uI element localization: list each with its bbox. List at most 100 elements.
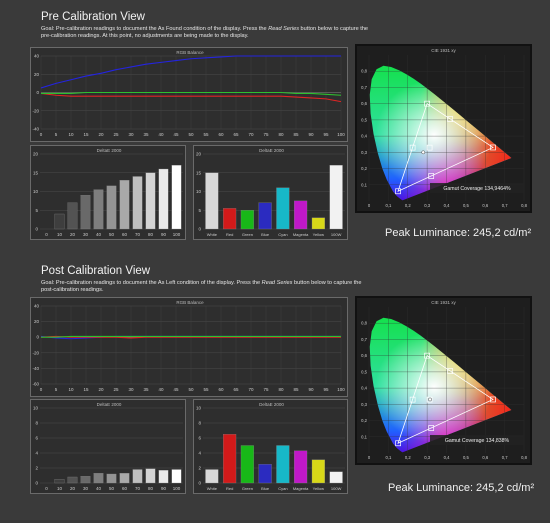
target-marker: [424, 352, 430, 359]
rgb-balance-chart: RGB Balance -60 -40 -20 0 20 40 0 5 10 15 20 25 30 35 4…: [30, 297, 348, 397]
x-tick-label: 35: [143, 132, 149, 137]
x-tick-label: 60: [122, 486, 128, 491]
x-tick-label: 90: [308, 132, 314, 137]
section-title: Post Calibration View: [41, 265, 151, 277]
x-tick-label: 30: [128, 387, 134, 392]
bar: [276, 187, 290, 230]
color-deltae-svg: DeltaE 2000 0 5 10 15 20 White Red Green Blue Cyan…: [196, 148, 345, 237]
y-tick-label: 0,1: [361, 182, 367, 187]
x-tick-label: 15: [83, 132, 89, 137]
y-tick-label: 4: [198, 451, 201, 456]
chart-title: DeltaE 2000: [97, 402, 122, 407]
gamut-label-background: [430, 435, 524, 445]
cie-svg: CIE 1931 xy 0 0,1 0,2 0,3 0,4 0,5 0,6 0,7 0,8 0,1 0…: [361, 300, 527, 460]
x-tick-label: 5: [55, 387, 58, 392]
goal-emphasis: Read Series: [261, 280, 293, 286]
x-tick-label: Yellow: [313, 486, 325, 491]
x-tick-label: 20: [70, 232, 76, 237]
target-marker: [409, 396, 416, 403]
y-tick-label: 0,7: [361, 85, 367, 90]
x-tick-label: Blue: [261, 232, 270, 237]
y-tick-label: 6: [198, 436, 201, 441]
y-tick-label: 0,2: [361, 166, 367, 171]
bar: [223, 208, 237, 230]
post-calibration-section: Post Calibration View Goal: Pre-calibrat…: [0, 262, 550, 523]
x-tick-label: White: [207, 486, 218, 491]
target-marker: [490, 144, 496, 151]
bar: [329, 165, 343, 230]
x-tick-label: 100W: [331, 486, 342, 491]
x-tick-label: 90: [308, 387, 314, 392]
y-tick-label: 0,2: [361, 418, 367, 423]
y-tick-label: 0,4: [361, 386, 367, 391]
chart-title: DeltaE 2000: [259, 148, 284, 153]
chart-title: CIE 1931 xy: [431, 300, 456, 305]
y-tick-label: 0: [36, 90, 39, 95]
bar: [329, 471, 343, 484]
x-tick-label: 65: [233, 132, 239, 137]
bar: [205, 172, 219, 230]
bar: [54, 479, 65, 484]
goal-text: button below to capture the post-calibra…: [41, 280, 362, 294]
y-tick-label: 0,5: [361, 369, 367, 374]
y-tick-label: 2: [35, 466, 38, 471]
bar: [67, 476, 78, 484]
target-marker: [447, 116, 454, 122]
goal-text: button below to capture the pre-calibrat…: [41, 26, 369, 40]
y-tick-label: 0,4: [361, 134, 367, 139]
bar: [258, 464, 272, 484]
section-goal: Goal: Pre-calibration readings to docume…: [41, 26, 371, 41]
series-line: [40, 55, 341, 89]
x-tick-label: 45: [173, 387, 179, 392]
y-tick-label: 5: [198, 208, 201, 213]
y-tick-label: 10: [196, 189, 202, 194]
rgb-balance-chart: RGB Balance -40 -20 0 20 40 0 5 10 15 20 25 30 35 40 45…: [30, 47, 348, 142]
y-tick-label: 0,8: [361, 321, 367, 326]
x-tick-label: 0,2: [405, 203, 411, 208]
y-tick-label: 8: [198, 421, 201, 426]
bar: [276, 445, 290, 484]
y-tick-label: 10: [33, 189, 39, 194]
x-tick-label: 0,8: [521, 455, 527, 460]
x-tick-label: 60: [218, 132, 224, 137]
x-tick-label: 0: [45, 486, 48, 491]
x-tick-label: 10: [68, 132, 74, 137]
x-tick-label: 30: [128, 132, 134, 137]
x-tick-label: Green: [242, 486, 253, 491]
bar: [54, 213, 65, 230]
x-tick-label: 20: [98, 132, 104, 137]
target-marker: [428, 425, 435, 431]
goal-text: Goal: Pre-calibration readings to docume…: [41, 280, 262, 286]
x-tick-label: 95: [323, 132, 329, 137]
x-tick-label: 0,6: [482, 203, 488, 208]
x-tick-label: 80: [278, 132, 284, 137]
series-line: [40, 335, 341, 339]
x-tick-label: 45: [173, 132, 179, 137]
x-tick-label: 0,7: [502, 203, 508, 208]
y-tick-label: 0: [36, 335, 39, 340]
target-marker: [490, 396, 496, 403]
y-tick-label: 0,1: [361, 434, 367, 439]
x-tick-label: 0,5: [463, 455, 469, 460]
x-tick-label: 0,6: [482, 455, 488, 460]
x-tick-label: Cyan: [278, 232, 287, 237]
rgb-balance-svg: RGB Balance -60 -40 -20 0 20 40 0 5 10 15 20 25 30 35 4…: [32, 300, 345, 392]
cie-chart: CIE 1931 xy 0 0,1 0,2 0,3 0,4 0,5 0,6 0,7 0,8 0,1 0…: [355, 296, 532, 465]
y-tick-label: 10: [196, 406, 202, 411]
bar: [294, 200, 308, 230]
x-tick-label: 40: [96, 232, 102, 237]
y-tick-label: 20: [34, 319, 40, 324]
color-deltae-svg: DeltaE 2000 0 2 4 6 8 10 White Red Green Blue Cyan M…: [196, 402, 345, 491]
color-deltae-chart: DeltaE 2000 0 5 10 15 20 White Red Green Blue Cyan…: [193, 145, 348, 240]
section-title: Pre Calibration View: [41, 11, 145, 23]
bar: [67, 202, 78, 230]
cie-chart: CIE 1931 xy 0 0,1 0,2 0,3 0,4 0,5 0,6 0,7 0,8 0,1 0…: [355, 44, 532, 213]
series-line: [40, 92, 342, 103]
x-tick-label: 0,3: [424, 203, 430, 208]
x-tick-label: 0: [368, 203, 371, 208]
x-tick-label: 50: [109, 486, 115, 491]
target-marker: [395, 440, 401, 447]
x-tick-label: 100: [173, 232, 181, 237]
y-tick-label: 0: [198, 227, 201, 232]
bar: [311, 217, 325, 230]
